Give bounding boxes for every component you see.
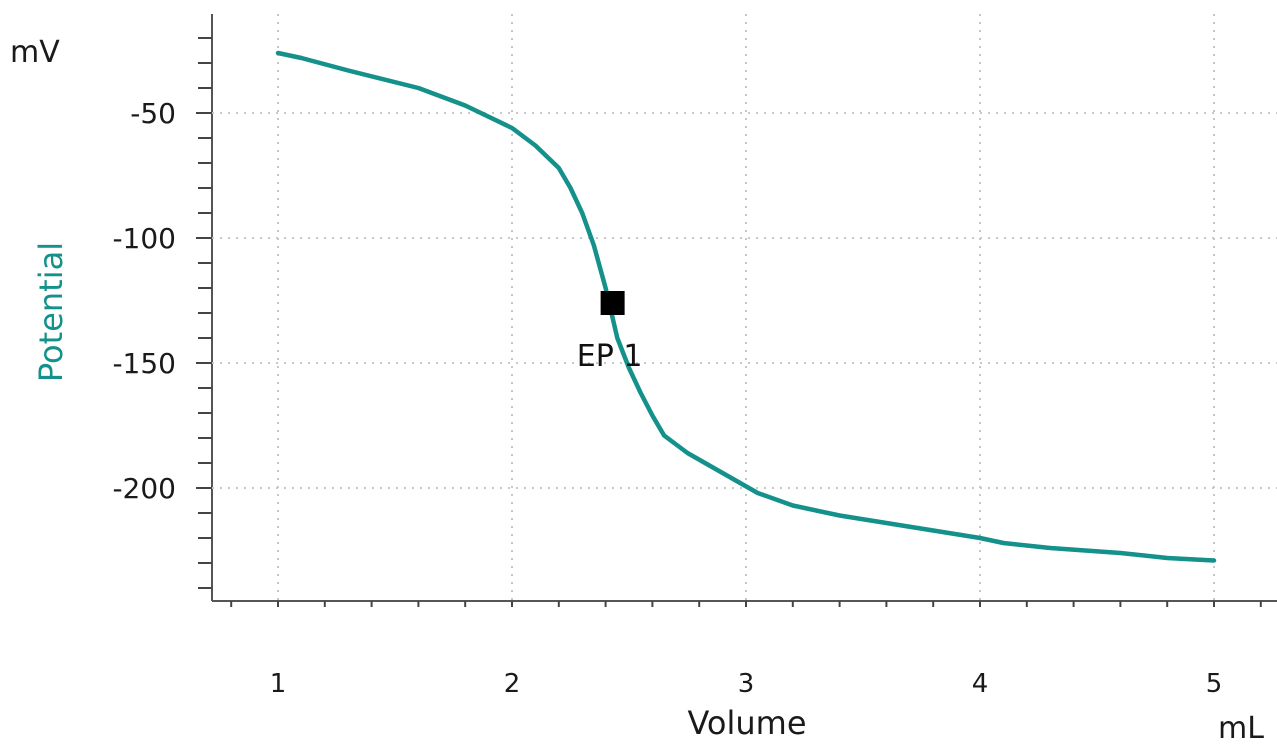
y-tick-label: -100 [112, 222, 176, 255]
series-line [275, 50, 1217, 563]
y-tick-label: -150 [112, 347, 176, 380]
y-unit-label: mV [10, 35, 60, 70]
y-tick-labels: -50 -100 -150 -200 [112, 97, 176, 505]
x-tick-label: 5 [1206, 669, 1223, 699]
y-axis-title: Potential [32, 242, 70, 382]
endpoint-label: EP 1 [577, 339, 643, 374]
x-axis-title: Volume [687, 704, 806, 742]
endpoint-marker [600, 291, 625, 315]
y-tick-label: -50 [130, 97, 176, 130]
y-minor-ticks [196, 37, 212, 589]
x-tick-labels: 1 2 3 4 5 [270, 669, 1223, 699]
x-tick-label: 3 [738, 669, 755, 699]
y-tick-label: -200 [112, 472, 176, 505]
x-unit-label: mL [1218, 711, 1264, 745]
x-minor-ticks [230, 601, 1262, 607]
x-tick-label: 2 [504, 669, 521, 699]
x-tick-label: 1 [270, 669, 287, 699]
series-group [275, 50, 1217, 563]
x-tick-label: 4 [972, 669, 989, 699]
annotations: EP 1 [577, 291, 643, 374]
grid [212, 14, 1277, 601]
